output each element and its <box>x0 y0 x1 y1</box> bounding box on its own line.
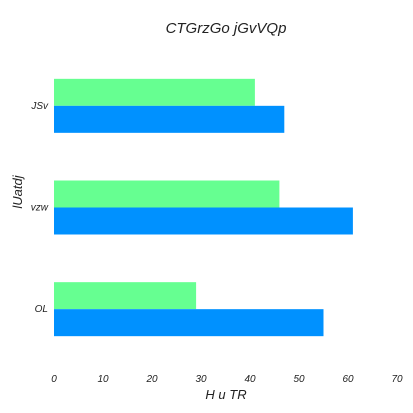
x-tick-20: 20 <box>145 374 158 385</box>
bar-JSv-series-1 <box>54 78 255 106</box>
category-label-vzw: vzw <box>31 203 49 214</box>
x-tick-70: 70 <box>391 374 403 385</box>
category-label-OL: OL <box>35 304 48 315</box>
bar-JSv-series-2 <box>54 105 285 133</box>
chart-title: CTGrzGo jGvVQp <box>166 20 287 37</box>
x-tick-40: 40 <box>244 374 256 385</box>
x-tick-10: 10 <box>97 374 109 385</box>
x-tick-50: 50 <box>293 374 305 385</box>
bars-group <box>54 78 353 337</box>
x-axis-label: H u TR <box>205 387 246 402</box>
y-axis-label: lUatdj <box>10 174 25 208</box>
x-tick-0: 0 <box>51 374 57 385</box>
x-tick-60: 60 <box>342 374 354 385</box>
bar-OL-series-2 <box>54 309 324 337</box>
x-tick-30: 30 <box>195 374 207 385</box>
bar-OL-series-1 <box>54 282 197 310</box>
category-label-JSv: JSv <box>30 101 49 112</box>
x-tick-labels: 0 10 20 30 40 50 60 70 <box>51 374 403 385</box>
bar-vzw-series-2 <box>54 207 353 235</box>
bar-vzw-series-1 <box>54 180 280 208</box>
category-labels: OL vzw JSv <box>30 101 49 315</box>
